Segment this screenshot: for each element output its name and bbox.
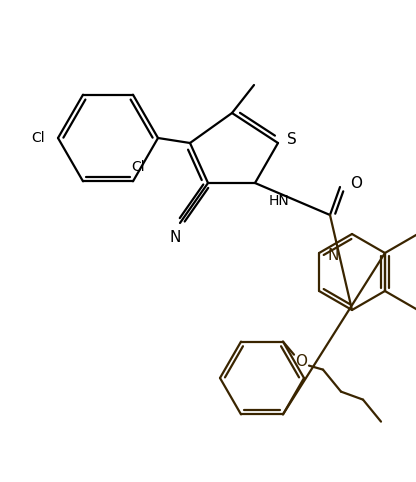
Text: Cl: Cl [131, 161, 145, 174]
Text: Cl: Cl [31, 131, 45, 145]
Text: N: N [327, 247, 339, 263]
Text: O: O [295, 354, 307, 369]
Text: HN: HN [268, 194, 289, 208]
Text: S: S [287, 133, 297, 147]
Text: N: N [169, 229, 181, 244]
Text: O: O [350, 176, 362, 191]
